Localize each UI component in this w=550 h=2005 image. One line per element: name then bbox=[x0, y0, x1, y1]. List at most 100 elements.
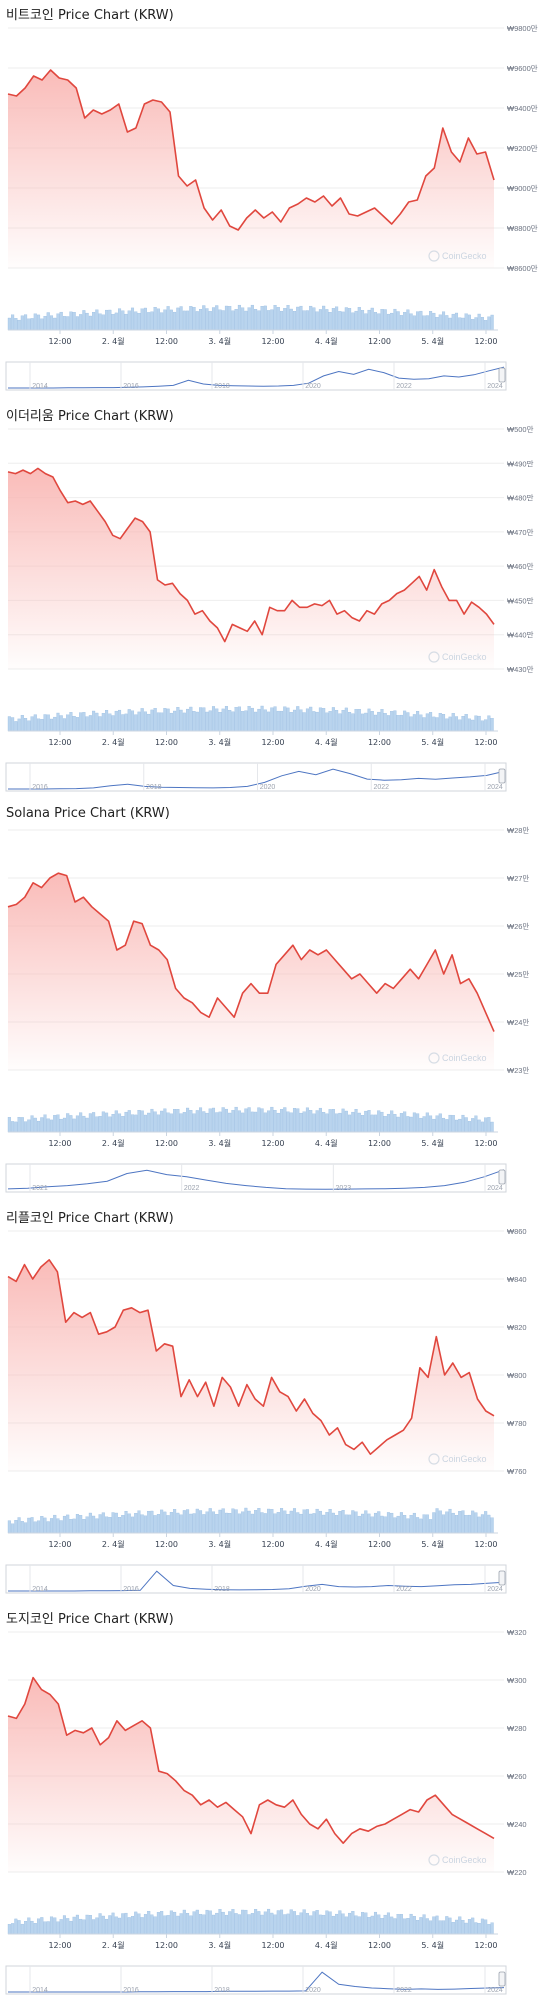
volume-bar bbox=[399, 1512, 403, 1534]
volume-bar bbox=[325, 1910, 329, 1935]
volume-bar bbox=[244, 310, 248, 331]
volume-bar bbox=[79, 1515, 83, 1534]
volume-bar bbox=[370, 1114, 374, 1133]
volume-bar bbox=[218, 1111, 222, 1133]
volume-bar bbox=[59, 1919, 63, 1935]
volume-bar bbox=[341, 1913, 345, 1935]
volume-bar bbox=[105, 309, 109, 331]
ripple-chart-svg: ₩860 ₩840 ₩820 ₩800 ₩780 ₩760 CoinGecko 12:00 2.… bbox=[5, 1227, 527, 1594]
y-tick-label: ₩470만 bbox=[507, 528, 534, 537]
volume-bar bbox=[344, 307, 348, 331]
volume-bar bbox=[351, 1111, 355, 1133]
volume-bar bbox=[244, 1909, 248, 1935]
volume-bar bbox=[205, 1112, 209, 1133]
navigator-handle[interactable] bbox=[498, 1971, 506, 1987]
volume-bar bbox=[338, 1511, 342, 1534]
volume-bar bbox=[224, 1512, 228, 1534]
volume-bar bbox=[429, 1115, 433, 1133]
volume-bar bbox=[458, 1511, 462, 1534]
y-tick-label: ₩27만 bbox=[507, 874, 529, 883]
volume-bar bbox=[425, 1918, 429, 1935]
volume-bar bbox=[24, 1121, 28, 1133]
volume-bar bbox=[361, 1513, 365, 1534]
volume-bar bbox=[160, 1911, 164, 1935]
volume-bar bbox=[130, 710, 135, 732]
volume-bar bbox=[422, 1514, 426, 1534]
volume-bar bbox=[351, 312, 355, 331]
volume-bar bbox=[432, 312, 436, 331]
coingecko-watermark: CoinGecko bbox=[428, 1453, 487, 1465]
ethereum-chart: 이더리움 Price Chart (KRW) ₩500만 ₩490만 ₩480만 ₩4… bbox=[0, 401, 550, 802]
volume-bar bbox=[409, 313, 413, 331]
volume-bar bbox=[322, 1112, 326, 1133]
volume-bar bbox=[186, 1509, 190, 1534]
volume-bar bbox=[250, 304, 254, 331]
volume-bar bbox=[309, 1513, 313, 1534]
volume-bar bbox=[263, 1513, 267, 1534]
volume-bar bbox=[267, 310, 271, 331]
volume-bar bbox=[386, 1512, 390, 1534]
volume-bar bbox=[328, 1911, 332, 1935]
x-tick-label: 3. 4월 bbox=[208, 1940, 231, 1950]
volume-bar bbox=[75, 1115, 79, 1133]
navigator-frame bbox=[5, 1965, 507, 1995]
volume-bar bbox=[386, 1912, 390, 1935]
volume-bar bbox=[156, 1912, 160, 1935]
volume-bar bbox=[425, 1112, 429, 1133]
volume-bar bbox=[111, 1114, 115, 1133]
volume-bar bbox=[156, 712, 160, 732]
volume-bar bbox=[215, 1112, 219, 1133]
volume-bar bbox=[289, 308, 293, 331]
volume-bar bbox=[43, 316, 47, 331]
volume-bar bbox=[118, 308, 122, 331]
volume-bar bbox=[199, 1107, 203, 1133]
volume-bar bbox=[257, 1911, 261, 1935]
navigator-handle[interactable] bbox=[498, 367, 506, 383]
volume-bar bbox=[435, 717, 439, 732]
volume-bar bbox=[471, 1917, 475, 1935]
volume-bar bbox=[221, 310, 225, 331]
price-line bbox=[7, 69, 495, 231]
volume-bar bbox=[182, 1510, 186, 1534]
volume-bar bbox=[224, 706, 228, 732]
y-tick-label: ₩840 bbox=[507, 1275, 527, 1284]
volume-bar bbox=[182, 1909, 186, 1935]
navigator-handle[interactable] bbox=[498, 1169, 506, 1185]
volume-bar bbox=[199, 1914, 203, 1935]
price-area bbox=[8, 468, 494, 669]
volume-bar bbox=[30, 716, 34, 732]
volume-bar bbox=[101, 1111, 105, 1133]
price-area bbox=[8, 70, 494, 268]
volume-bar bbox=[105, 1112, 109, 1133]
x-tick-label: 12:00 bbox=[155, 1540, 178, 1549]
volume-bar bbox=[92, 312, 96, 331]
volume-bar bbox=[189, 1513, 193, 1534]
x-tick-label: 12:00 bbox=[261, 1540, 284, 1549]
volume-bar bbox=[257, 1107, 261, 1133]
volume-bar bbox=[390, 1916, 394, 1935]
volume-bar bbox=[85, 1117, 89, 1133]
volume-bar bbox=[69, 1519, 73, 1534]
volume-bar bbox=[173, 710, 177, 732]
navigator-handle[interactable] bbox=[498, 1570, 506, 1586]
volume-bar bbox=[377, 1511, 381, 1534]
volume-bar bbox=[477, 715, 481, 732]
volume-bar bbox=[241, 307, 245, 331]
navigator-handle-grip bbox=[498, 768, 506, 784]
volume-bar bbox=[173, 1109, 177, 1133]
volume-bar bbox=[335, 1913, 339, 1935]
navigator-line bbox=[8, 366, 505, 389]
volume-bar bbox=[228, 1112, 232, 1133]
volume-bar bbox=[338, 1112, 342, 1133]
navigator-handle[interactable] bbox=[498, 768, 506, 784]
volume-bar bbox=[325, 712, 329, 732]
volume-bar bbox=[302, 1909, 306, 1935]
volume-bar bbox=[241, 1909, 245, 1935]
volume-bar bbox=[7, 1924, 11, 1935]
volume-bar bbox=[367, 1917, 371, 1935]
volume-bar bbox=[17, 1920, 21, 1935]
y-tick-label: ₩760 bbox=[507, 1467, 527, 1476]
volume-bar bbox=[208, 311, 212, 331]
volume-bar bbox=[127, 709, 131, 732]
volume-bar bbox=[292, 709, 297, 732]
